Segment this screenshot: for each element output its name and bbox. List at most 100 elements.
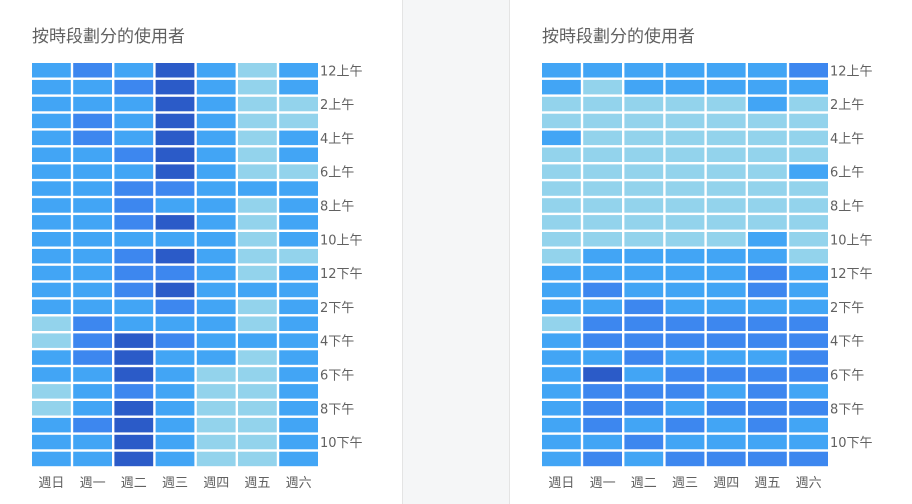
heatmap-cell <box>114 198 154 213</box>
heatmap-users-by-time: 12上午 2上午 4上午 6上午 8上午 10上午 12下午 2下午 4下午 6下午 8下午 10下午… <box>542 63 873 491</box>
heatmap-cell <box>706 248 746 264</box>
chart-title: 按時段劃分的使用者 <box>542 27 695 47</box>
heatmap-cell <box>196 265 236 281</box>
heatmap-cell <box>155 401 195 416</box>
heatmap-cell <box>279 333 318 348</box>
heatmap-cell <box>238 215 277 230</box>
heatmap-cell <box>32 417 71 433</box>
heatmap-cell <box>665 215 705 230</box>
heatmap-cell <box>32 299 71 315</box>
heatmap-cell <box>155 215 195 230</box>
heatmap-cell <box>789 434 828 450</box>
heatmap-cell <box>542 164 581 179</box>
heatmap-cell <box>32 333 71 348</box>
heatmap-cell <box>789 384 828 399</box>
y-tick-label: 10下午 <box>320 436 363 451</box>
heatmap-cell <box>73 130 112 146</box>
heatmap-cell <box>583 232 622 247</box>
heatmap-cell <box>73 147 112 162</box>
heatmap-cell <box>789 63 828 78</box>
heatmap-cell <box>624 282 664 298</box>
y-tick-label: 6上午 <box>830 166 864 181</box>
heatmap-cell <box>789 130 828 146</box>
heatmap-cell <box>114 316 154 331</box>
heatmap-cell <box>789 96 828 112</box>
heatmap-cell <box>665 265 705 281</box>
heatmap-cell <box>789 350 828 365</box>
heatmap-cell <box>32 384 71 399</box>
heatmap-cell <box>789 282 828 298</box>
heatmap-cell <box>583 248 622 264</box>
heatmap-cell <box>238 265 277 281</box>
heatmap-cell <box>583 96 622 112</box>
heatmap-cell <box>748 147 787 162</box>
heatmap-cell <box>279 417 318 433</box>
heatmap-cell <box>665 401 705 416</box>
heatmap-cell <box>706 384 746 399</box>
heatmap-cell <box>279 265 318 281</box>
heatmap-cell <box>32 181 71 196</box>
heatmap-cell <box>748 265 787 281</box>
heatmap-cell <box>279 113 318 129</box>
heatmap-cell <box>542 265 581 281</box>
heatmap-cell <box>32 198 71 213</box>
heatmap-cell <box>32 113 71 129</box>
heatmap-cell <box>789 164 828 179</box>
heatmap-cell <box>748 401 787 416</box>
x-tick-label: 週三 <box>162 476 188 491</box>
heatmap-cell <box>32 215 71 230</box>
heatmap-cell <box>706 198 746 213</box>
heatmap-cell <box>583 299 622 315</box>
heatmap-cell <box>583 350 622 365</box>
heatmap-cell <box>624 248 664 264</box>
heatmap-cell <box>32 232 71 247</box>
y-tick-label: 6下午 <box>830 368 864 383</box>
heatmap-cell <box>73 215 112 230</box>
heatmap-cell <box>155 232 195 247</box>
heatmap-cell <box>32 367 71 382</box>
y-tick-label: 10上午 <box>320 233 363 248</box>
heatmap-cell <box>238 367 277 382</box>
heatmap-cell <box>73 265 112 281</box>
heatmap-cell <box>73 181 112 196</box>
heatmap-cell <box>32 451 71 467</box>
y-tick-label: 6下午 <box>320 368 354 383</box>
heatmap-cell <box>748 96 787 112</box>
heatmap-cell <box>32 63 71 78</box>
heatmap-cell <box>196 96 236 112</box>
heatmap-cell <box>73 333 112 348</box>
x-tick-label: 週六 <box>796 476 822 491</box>
heatmap-cell <box>789 79 828 95</box>
heatmap-cell <box>665 316 705 331</box>
heatmap-cell <box>114 63 154 78</box>
heatmap-cell <box>542 350 581 365</box>
heatmap-cell <box>789 451 828 467</box>
heatmap-cell <box>238 79 277 95</box>
heatmap-cell <box>238 198 277 213</box>
heatmap-cell <box>789 417 828 433</box>
heatmap-cell <box>706 434 746 450</box>
heatmap-cell <box>665 181 705 196</box>
heatmap-cell <box>279 63 318 78</box>
heatmap-cell <box>706 63 746 78</box>
heatmap-cell <box>789 147 828 162</box>
heatmap-cell <box>32 248 71 264</box>
heatmap-cell <box>542 384 581 399</box>
heatmap-cell <box>665 63 705 78</box>
heatmap-cell <box>624 63 664 78</box>
heatmap-cell <box>73 417 112 433</box>
heatmap-cell <box>542 215 581 230</box>
heatmap-cell <box>748 164 787 179</box>
heatmap-cell <box>114 96 154 112</box>
heatmap-cell <box>196 333 236 348</box>
heatmap-cell <box>279 79 318 95</box>
heatmap-cell <box>706 417 746 433</box>
heatmap-cell <box>542 113 581 129</box>
heatmap-cell <box>155 333 195 348</box>
y-tick-label: 12上午 <box>830 64 873 79</box>
heatmap-cell <box>114 451 154 467</box>
heatmap-cell <box>32 96 71 112</box>
heatmap-cell <box>238 147 277 162</box>
heatmap-cell <box>196 164 236 179</box>
y-tick-label: 8下午 <box>320 402 354 417</box>
